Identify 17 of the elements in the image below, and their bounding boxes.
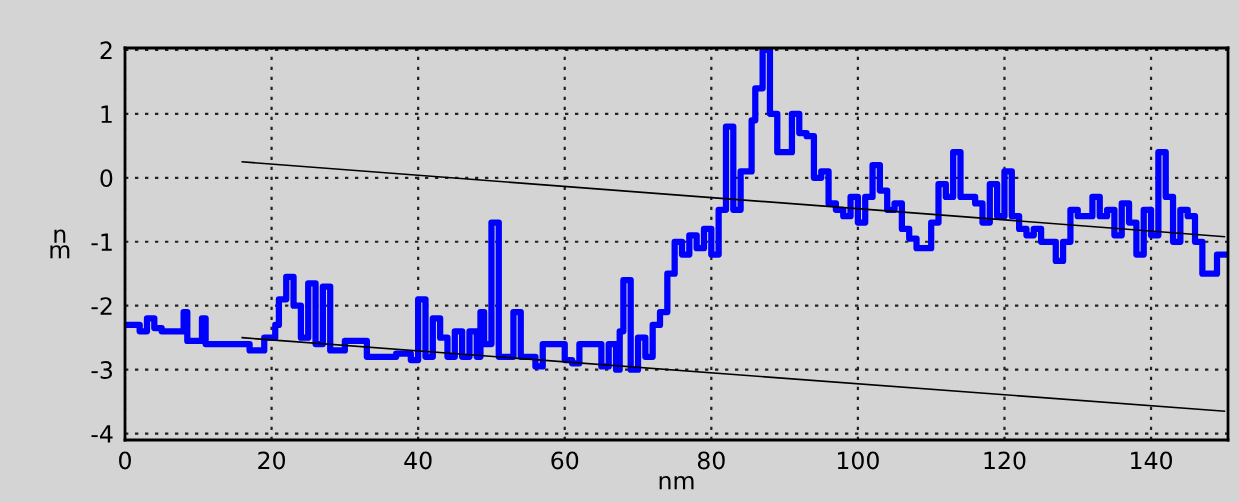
y-tick-label: 1	[101, 105, 112, 123]
y-tick-label: -3	[91, 361, 112, 379]
x-tick-label: 100	[837, 451, 879, 470]
x-tick-label: 80	[697, 451, 725, 470]
y-tick-label: -4	[91, 425, 113, 443]
y-tick-label: 0	[100, 169, 113, 188]
x-tick-label: 120	[984, 451, 1026, 470]
y-tick-label: -1	[91, 233, 112, 251]
x-tick-label: 60	[551, 451, 579, 470]
y-tick-label: -2	[91, 297, 112, 315]
x-tick-label: 0	[119, 451, 131, 470]
x-tick-label: 20	[258, 451, 286, 470]
y-axis-title: nm	[50, 229, 70, 259]
x-tick-label: 140	[1131, 451, 1173, 470]
x-axis-title: nm	[659, 475, 694, 490]
y-tick-label: 2	[100, 41, 112, 59]
x-tick-label: 40	[404, 451, 432, 470]
